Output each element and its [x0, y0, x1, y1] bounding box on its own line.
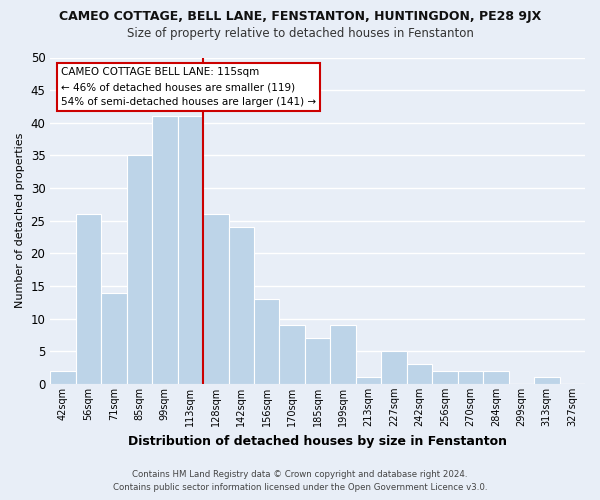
X-axis label: Distribution of detached houses by size in Fenstanton: Distribution of detached houses by size … — [128, 434, 507, 448]
Bar — [331, 325, 356, 384]
Text: Contains HM Land Registry data © Crown copyright and database right 2024.
Contai: Contains HM Land Registry data © Crown c… — [113, 470, 487, 492]
Bar — [50, 371, 76, 384]
Bar — [458, 371, 483, 384]
Y-axis label: Number of detached properties: Number of detached properties — [15, 133, 25, 308]
Bar — [305, 338, 331, 384]
Bar — [407, 364, 432, 384]
Text: CAMEO COTTAGE BELL LANE: 115sqm
← 46% of detached houses are smaller (119)
54% o: CAMEO COTTAGE BELL LANE: 115sqm ← 46% of… — [61, 68, 316, 107]
Bar — [152, 116, 178, 384]
Bar — [534, 378, 560, 384]
Bar — [432, 371, 458, 384]
Bar — [356, 378, 382, 384]
Bar — [254, 299, 280, 384]
Bar — [101, 292, 127, 384]
Bar — [229, 227, 254, 384]
Text: CAMEO COTTAGE, BELL LANE, FENSTANTON, HUNTINGDON, PE28 9JX: CAMEO COTTAGE, BELL LANE, FENSTANTON, HU… — [59, 10, 541, 23]
Bar — [178, 116, 203, 384]
Bar — [382, 351, 407, 384]
Bar — [483, 371, 509, 384]
Bar — [203, 214, 229, 384]
Bar — [127, 156, 152, 384]
Bar — [76, 214, 101, 384]
Text: Size of property relative to detached houses in Fenstanton: Size of property relative to detached ho… — [127, 28, 473, 40]
Bar — [280, 325, 305, 384]
